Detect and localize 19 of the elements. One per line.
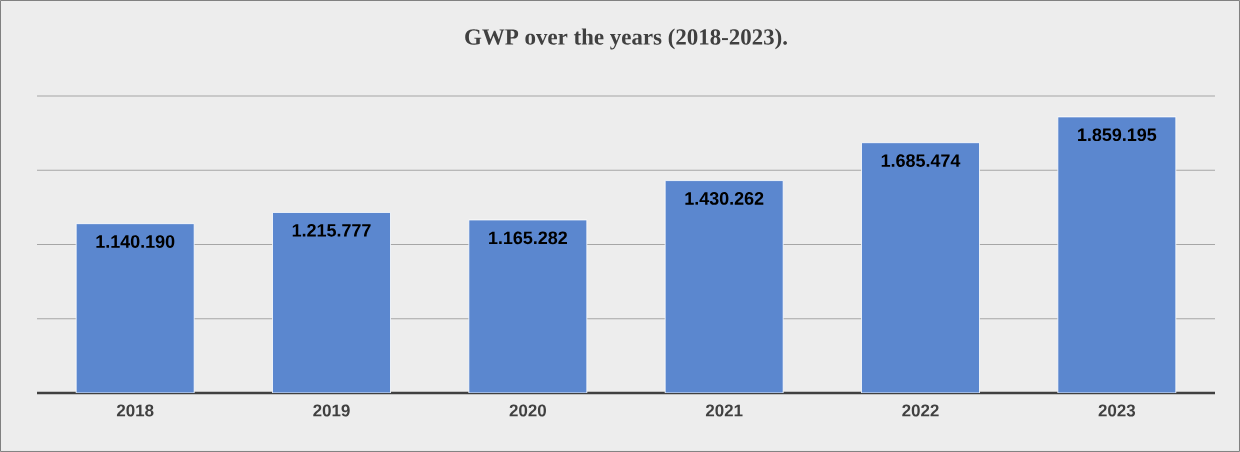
bar — [664, 180, 784, 393]
x-tick-label: 2021 — [705, 404, 743, 417]
data-label: 1.685.474 — [881, 154, 961, 167]
data-label: 1.215.777 — [292, 223, 371, 237]
data-label: 1.430.262 — [685, 192, 764, 205]
x-tick-label: 2022 — [902, 404, 939, 417]
bar — [272, 212, 391, 393]
chart-title: GWP over the years (2018-2023). — [465, 28, 787, 50]
x-tick-label: 2018 — [116, 404, 154, 417]
data-label: 1.165.282 — [489, 231, 567, 245]
x-tick-label: 2023 — [1098, 404, 1136, 417]
bar — [861, 142, 980, 393]
data-label: 1.859.195 — [1078, 128, 1157, 142]
bar — [1057, 116, 1177, 393]
data-label: 1.140.190 — [96, 235, 175, 248]
x-tick-label: 2020 — [509, 404, 546, 417]
bar — [468, 219, 588, 393]
bar — [75, 223, 195, 393]
x-tick-label: 2019 — [313, 404, 350, 417]
